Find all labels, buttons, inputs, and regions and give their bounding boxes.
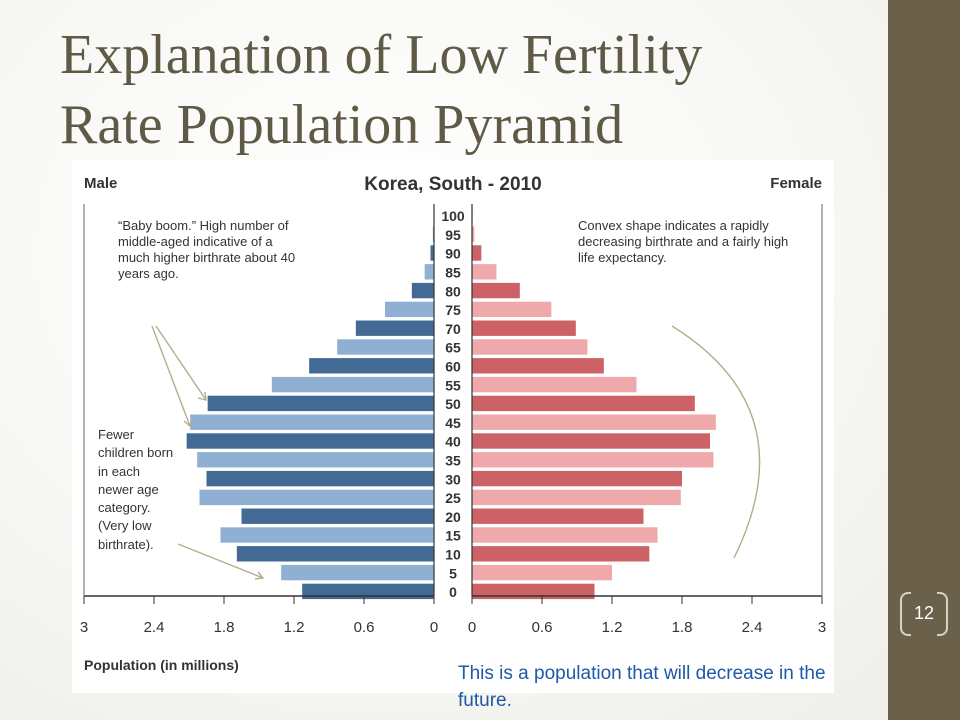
male-bar-age-40 xyxy=(186,433,434,449)
female-bar-age-10 xyxy=(472,546,650,562)
male-bar-age-15 xyxy=(220,527,434,543)
female-bar-age-55 xyxy=(472,376,637,393)
right-x-tick-label-5: 3 xyxy=(818,619,826,636)
female-bar-age-20 xyxy=(472,508,644,524)
annotation-arrows xyxy=(151,325,761,580)
age-label-90: 90 xyxy=(445,246,461,262)
left-x-tick-label-5: 0 xyxy=(430,619,438,636)
male-bar-age-50 xyxy=(207,395,434,412)
age-label-75: 75 xyxy=(445,302,461,318)
page-number-badge: 12 xyxy=(898,590,950,636)
baby-boom-arrowhead-1 xyxy=(197,391,207,401)
female-bar-age-70 xyxy=(472,320,576,336)
left-x-tick-label-0: 3 xyxy=(80,619,88,636)
left-x-tick-label-1: 2.4 xyxy=(144,619,165,636)
female-bar-age-50 xyxy=(472,395,695,412)
female-bar-age-65 xyxy=(472,339,588,355)
baby-boom-text: “Baby boom.” High number of middle-aged … xyxy=(118,218,296,281)
age-label-0: 0 xyxy=(449,584,457,600)
age-label-100: 100 xyxy=(441,208,465,224)
left-bracket-icon xyxy=(900,592,911,636)
female-bar-age-75 xyxy=(472,301,552,318)
female-bar-age-15 xyxy=(472,527,658,543)
footer-note: This is a population that will decrease … xyxy=(458,663,826,711)
convex-shape-text: Convex shape indicates a rapidly decreas… xyxy=(578,218,789,265)
age-label-60: 60 xyxy=(445,359,461,375)
male-bar-age-70 xyxy=(355,320,434,336)
x-axis-label: Population (in millions) xyxy=(84,657,239,673)
male-bar-age-90 xyxy=(430,245,434,261)
female-bar-age-90 xyxy=(472,245,482,261)
male-bar-age-80 xyxy=(411,282,434,299)
male-header: Male xyxy=(84,175,117,192)
baby-boom-arrowhead-2 xyxy=(183,417,193,428)
male-bar-age-45 xyxy=(190,414,434,430)
age-label-30: 30 xyxy=(445,471,461,487)
male-bar-age-30 xyxy=(206,470,434,487)
female-bar-age-60 xyxy=(472,358,604,374)
fewer-children-arrowhead xyxy=(254,571,265,580)
left-x-tick-label-4: 0.6 xyxy=(354,619,375,636)
age-label-95: 95 xyxy=(445,227,461,243)
male-bar-age-5 xyxy=(281,564,434,581)
female-bar-age-35 xyxy=(472,452,714,468)
male-bar-age-60 xyxy=(309,358,434,374)
slide-title: Explanation of Low Fertility Rate Popula… xyxy=(60,20,880,160)
right-bracket-icon xyxy=(937,592,948,636)
right-x-tick-label-3: 1.8 xyxy=(672,619,693,636)
baby-boom-arrow-2 xyxy=(151,325,191,427)
chart-title: Korea, South - 2010 xyxy=(364,174,541,195)
title-line-2: Rate Population Pyramid xyxy=(60,94,624,156)
fewer-children-arrow xyxy=(177,543,264,579)
female-bar-age-95 xyxy=(472,226,475,242)
male-bar-age-55 xyxy=(271,376,434,393)
female-bar-age-85 xyxy=(472,264,497,280)
fewer-children-annotation: Fewer children born in each newer age ca… xyxy=(98,427,174,552)
female-bar-age-45 xyxy=(472,414,716,430)
right-x-tick-label-2: 1.2 xyxy=(602,619,623,636)
page-number: 12 xyxy=(913,602,935,623)
age-label-5: 5 xyxy=(449,565,457,581)
male-bar-age-35 xyxy=(197,452,434,468)
age-label-35: 35 xyxy=(445,453,461,469)
fewer-children-text: Fewer children born in each newer age ca… xyxy=(98,427,174,552)
female-header: Female xyxy=(770,175,822,192)
convex-shape-annotation: Convex shape indicates a rapidly decreas… xyxy=(578,218,789,265)
female-bar-age-80 xyxy=(472,282,520,299)
population-pyramid-chart: 1009590858075706560555045403530252015105… xyxy=(72,160,834,693)
female-bar-age-5 xyxy=(472,564,612,581)
right-x-tick-label-4: 2.4 xyxy=(742,619,763,636)
age-label-45: 45 xyxy=(445,415,461,431)
baby-boom-arrow-1 xyxy=(155,325,207,401)
female-bar-age-30 xyxy=(472,470,682,487)
male-bar-age-10 xyxy=(236,546,434,562)
title-line-1: Explanation of Low Fertility xyxy=(60,24,703,86)
male-bar-age-20 xyxy=(241,508,434,524)
baby-boom-annotation: “Baby boom.” High number of middle-aged … xyxy=(118,218,296,281)
age-label-65: 65 xyxy=(445,340,461,356)
right-x-tick-label-0: 0 xyxy=(468,619,476,636)
left-x-tick-label-3: 1.2 xyxy=(284,619,305,636)
male-bar-age-0 xyxy=(302,583,434,600)
age-label-85: 85 xyxy=(445,265,461,281)
male-bar-age-25 xyxy=(199,489,434,506)
age-label-15: 15 xyxy=(445,528,461,544)
age-label-80: 80 xyxy=(445,283,461,299)
age-label-70: 70 xyxy=(445,321,461,337)
male-bar-age-65 xyxy=(337,339,434,355)
age-label-40: 40 xyxy=(445,434,461,450)
female-bar-age-0 xyxy=(472,583,595,600)
age-label-10: 10 xyxy=(445,547,461,563)
age-label-55: 55 xyxy=(445,377,461,393)
female-bar-age-40 xyxy=(472,433,710,449)
age-label-50: 50 xyxy=(445,396,461,412)
female-bar-age-25 xyxy=(472,489,681,506)
right-x-tick-label-1: 0.6 xyxy=(532,619,553,636)
left-x-tick-label-2: 1.8 xyxy=(214,619,235,636)
convex-shape-curve xyxy=(671,325,761,559)
age-label-20: 20 xyxy=(445,509,461,525)
male-bar-age-85 xyxy=(424,264,434,280)
male-bar-age-75 xyxy=(385,301,434,318)
age-label-25: 25 xyxy=(445,490,461,506)
